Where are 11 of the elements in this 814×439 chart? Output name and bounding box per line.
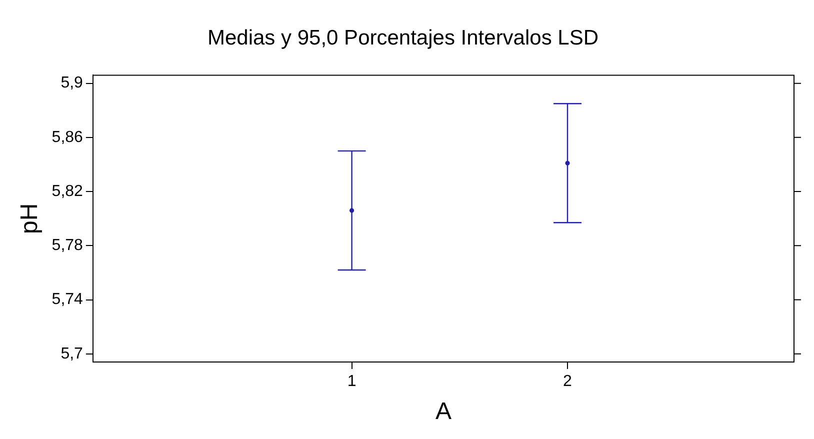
y-tick-label: 5,78 [52,237,84,254]
chart-title: Medias y 95,0 Porcentajes Intervalos LSD [207,26,599,50]
x-tick-label: 1 [347,373,356,390]
y-tick-label: 5,82 [52,182,84,200]
y-tick-label: 5,9 [60,74,84,92]
y-tick-label: 5,86 [52,128,84,146]
y-tick-label: 5,74 [52,291,84,308]
y-axis-title: pH [16,203,44,234]
y-tick-label: 5,7 [60,345,84,362]
x-tick-label: 2 [563,373,572,390]
x-axis-title: A [435,398,452,426]
